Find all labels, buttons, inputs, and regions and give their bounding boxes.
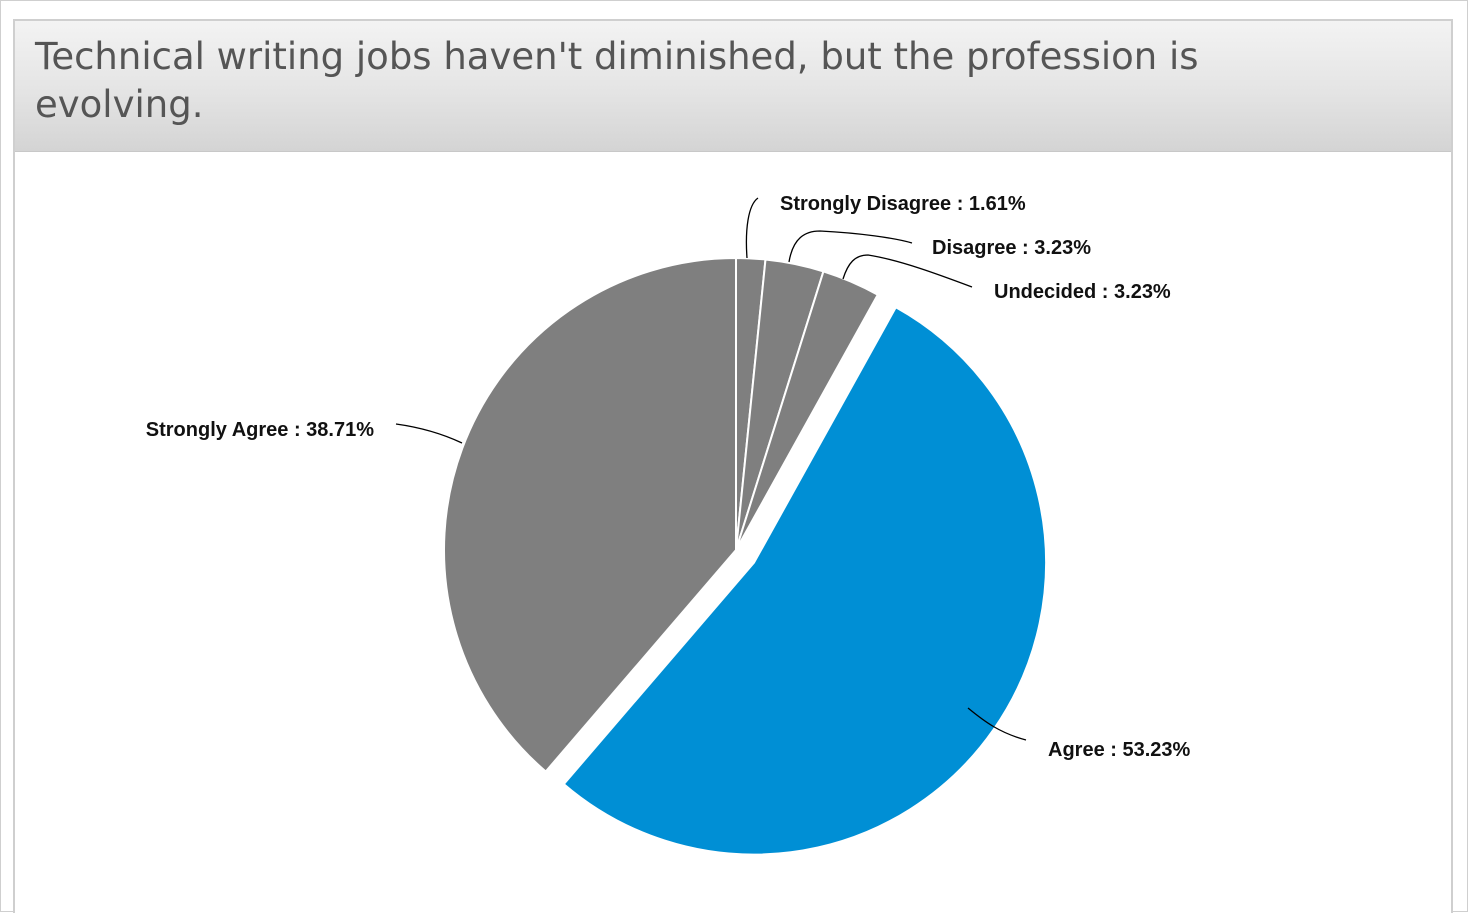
slice-labels: Strongly Disagree : 1.61% Disagree : 3.23…: [146, 193, 1191, 761]
pie-slices: [443, 256, 1048, 856]
leader-line-undecided: [842, 254, 973, 288]
pie-slice-undecided: [735, 270, 880, 551]
pie-slice-agree: [562, 305, 1048, 856]
leader-line-strongly-disagree: [745, 197, 759, 259]
leader-line-agree: [967, 707, 1027, 741]
slice-label-agree: Agree : 53.23%: [1048, 739, 1191, 761]
slice-label-disagree: Disagree : 3.23%: [932, 237, 1091, 259]
panel-title: Technical writing jobs haven't diminishe…: [35, 35, 1199, 126]
pie-slice-strongly-agree: [443, 256, 737, 773]
slice-label-undecided: Undecided : 3.23%: [994, 281, 1171, 303]
leader-line-disagree: [788, 230, 913, 263]
panel-header: Technical writing jobs haven't diminishe…: [15, 21, 1451, 152]
leader-lines: [395, 197, 1027, 741]
slice-label-strongly-disagree: Strongly Disagree : 1.61%: [780, 193, 1026, 215]
leader-line-strongly-agree: [395, 423, 463, 444]
slice-label-strongly-agree: Strongly Agree : 38.71%: [146, 419, 374, 441]
